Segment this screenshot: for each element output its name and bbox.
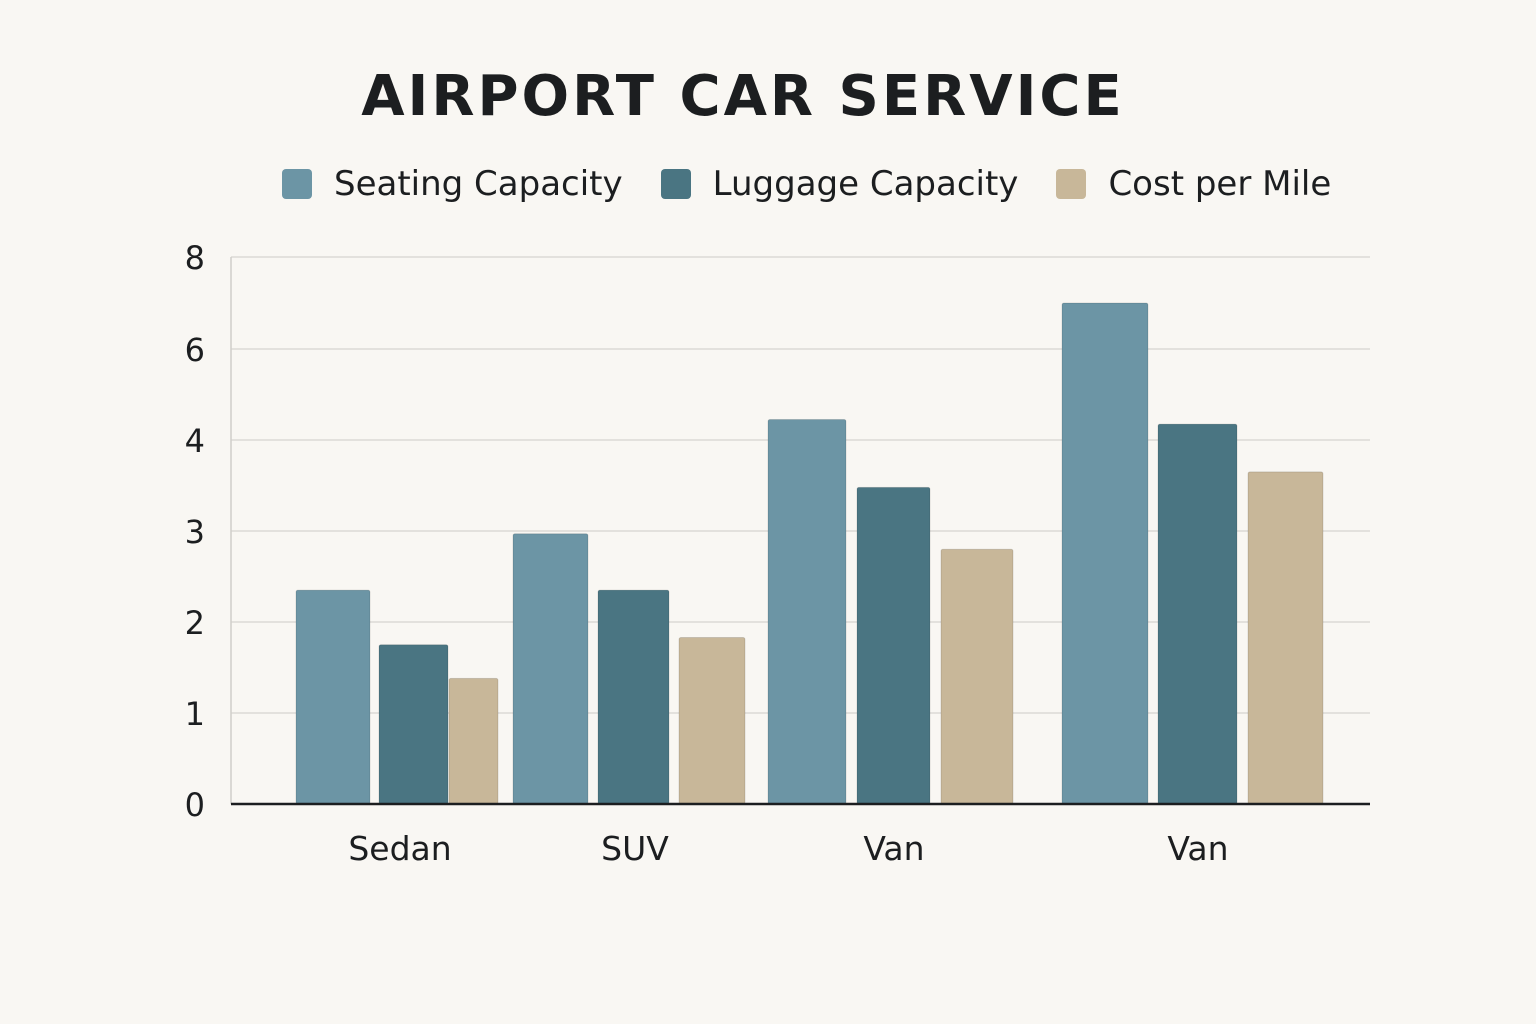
- bar-cost-per-mile: [448, 677, 499, 805]
- bar-cost-per-mile: [1247, 471, 1324, 805]
- legend-label-cost: Cost per Mile: [1108, 164, 1332, 204]
- legend-item-luggage: Luggage Capacity: [660, 164, 1019, 204]
- legend-label-seating: Seating Capacity: [334, 164, 623, 204]
- bar-luggage-capacity: [378, 644, 449, 805]
- y-tick-label: 6: [185, 331, 205, 369]
- bar-cost-per-mile: [940, 548, 1014, 805]
- y-tick-label: 3: [185, 513, 205, 551]
- x-tick-label: Sedan: [348, 829, 451, 868]
- legend-swatch-luggage: [660, 169, 691, 199]
- x-tick-label: Van: [863, 829, 924, 868]
- bar-seating-capacity: [1061, 302, 1149, 805]
- y-tick-label: 1: [185, 695, 205, 733]
- bar-cost-per-mile: [678, 636, 746, 805]
- chart-title: AIRPORT CAR SERVICE: [361, 64, 1125, 129]
- legend-item-seating: Seating Capacity: [282, 164, 623, 204]
- bar-luggage-capacity: [1157, 423, 1238, 805]
- y-tick-label: 4: [185, 422, 205, 460]
- bar-luggage-capacity: [856, 486, 931, 805]
- y-tick-label: 8: [185, 239, 205, 277]
- bar-seating-capacity: [767, 419, 847, 805]
- bar-luggage-capacity: [597, 589, 670, 805]
- legend: Seating Capacity Luggage Capacity Cost p…: [282, 164, 1369, 204]
- y-tick-label: 2: [185, 604, 205, 642]
- bar-seating-capacity: [512, 533, 589, 805]
- x-tick-label: Van: [1167, 829, 1228, 868]
- legend-label-luggage: Luggage Capacity: [712, 164, 1019, 204]
- x-tick-label: SUV: [601, 829, 669, 868]
- bar-seating-capacity: [295, 589, 371, 805]
- legend-swatch-cost: [1056, 169, 1087, 199]
- legend-swatch-seating: [282, 169, 312, 199]
- y-tick-label: 0: [185, 786, 205, 824]
- legend-item-cost: Cost per Mile: [1056, 164, 1331, 204]
